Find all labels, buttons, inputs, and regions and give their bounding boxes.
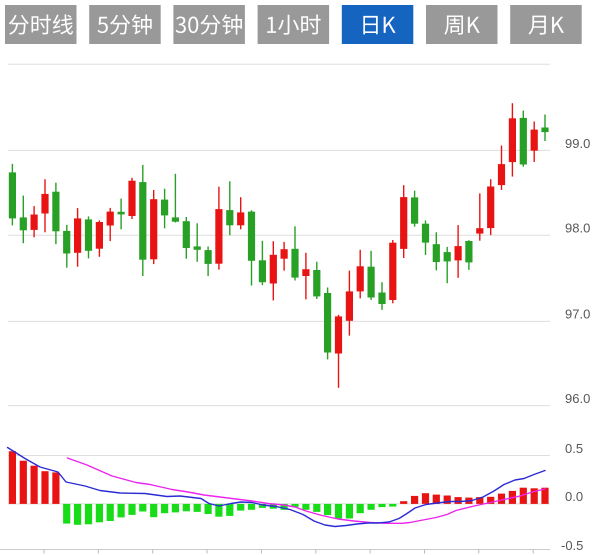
svg-text:0.5: 0.5 bbox=[565, 441, 583, 456]
svg-text:0.0: 0.0 bbox=[565, 489, 583, 504]
svg-text:97.0: 97.0 bbox=[565, 307, 590, 322]
svg-text:99.0: 99.0 bbox=[565, 136, 590, 151]
svg-text:-0.5: -0.5 bbox=[561, 538, 583, 553]
svg-text:96.0: 96.0 bbox=[565, 391, 590, 406]
svg-text:98.0: 98.0 bbox=[565, 221, 590, 236]
